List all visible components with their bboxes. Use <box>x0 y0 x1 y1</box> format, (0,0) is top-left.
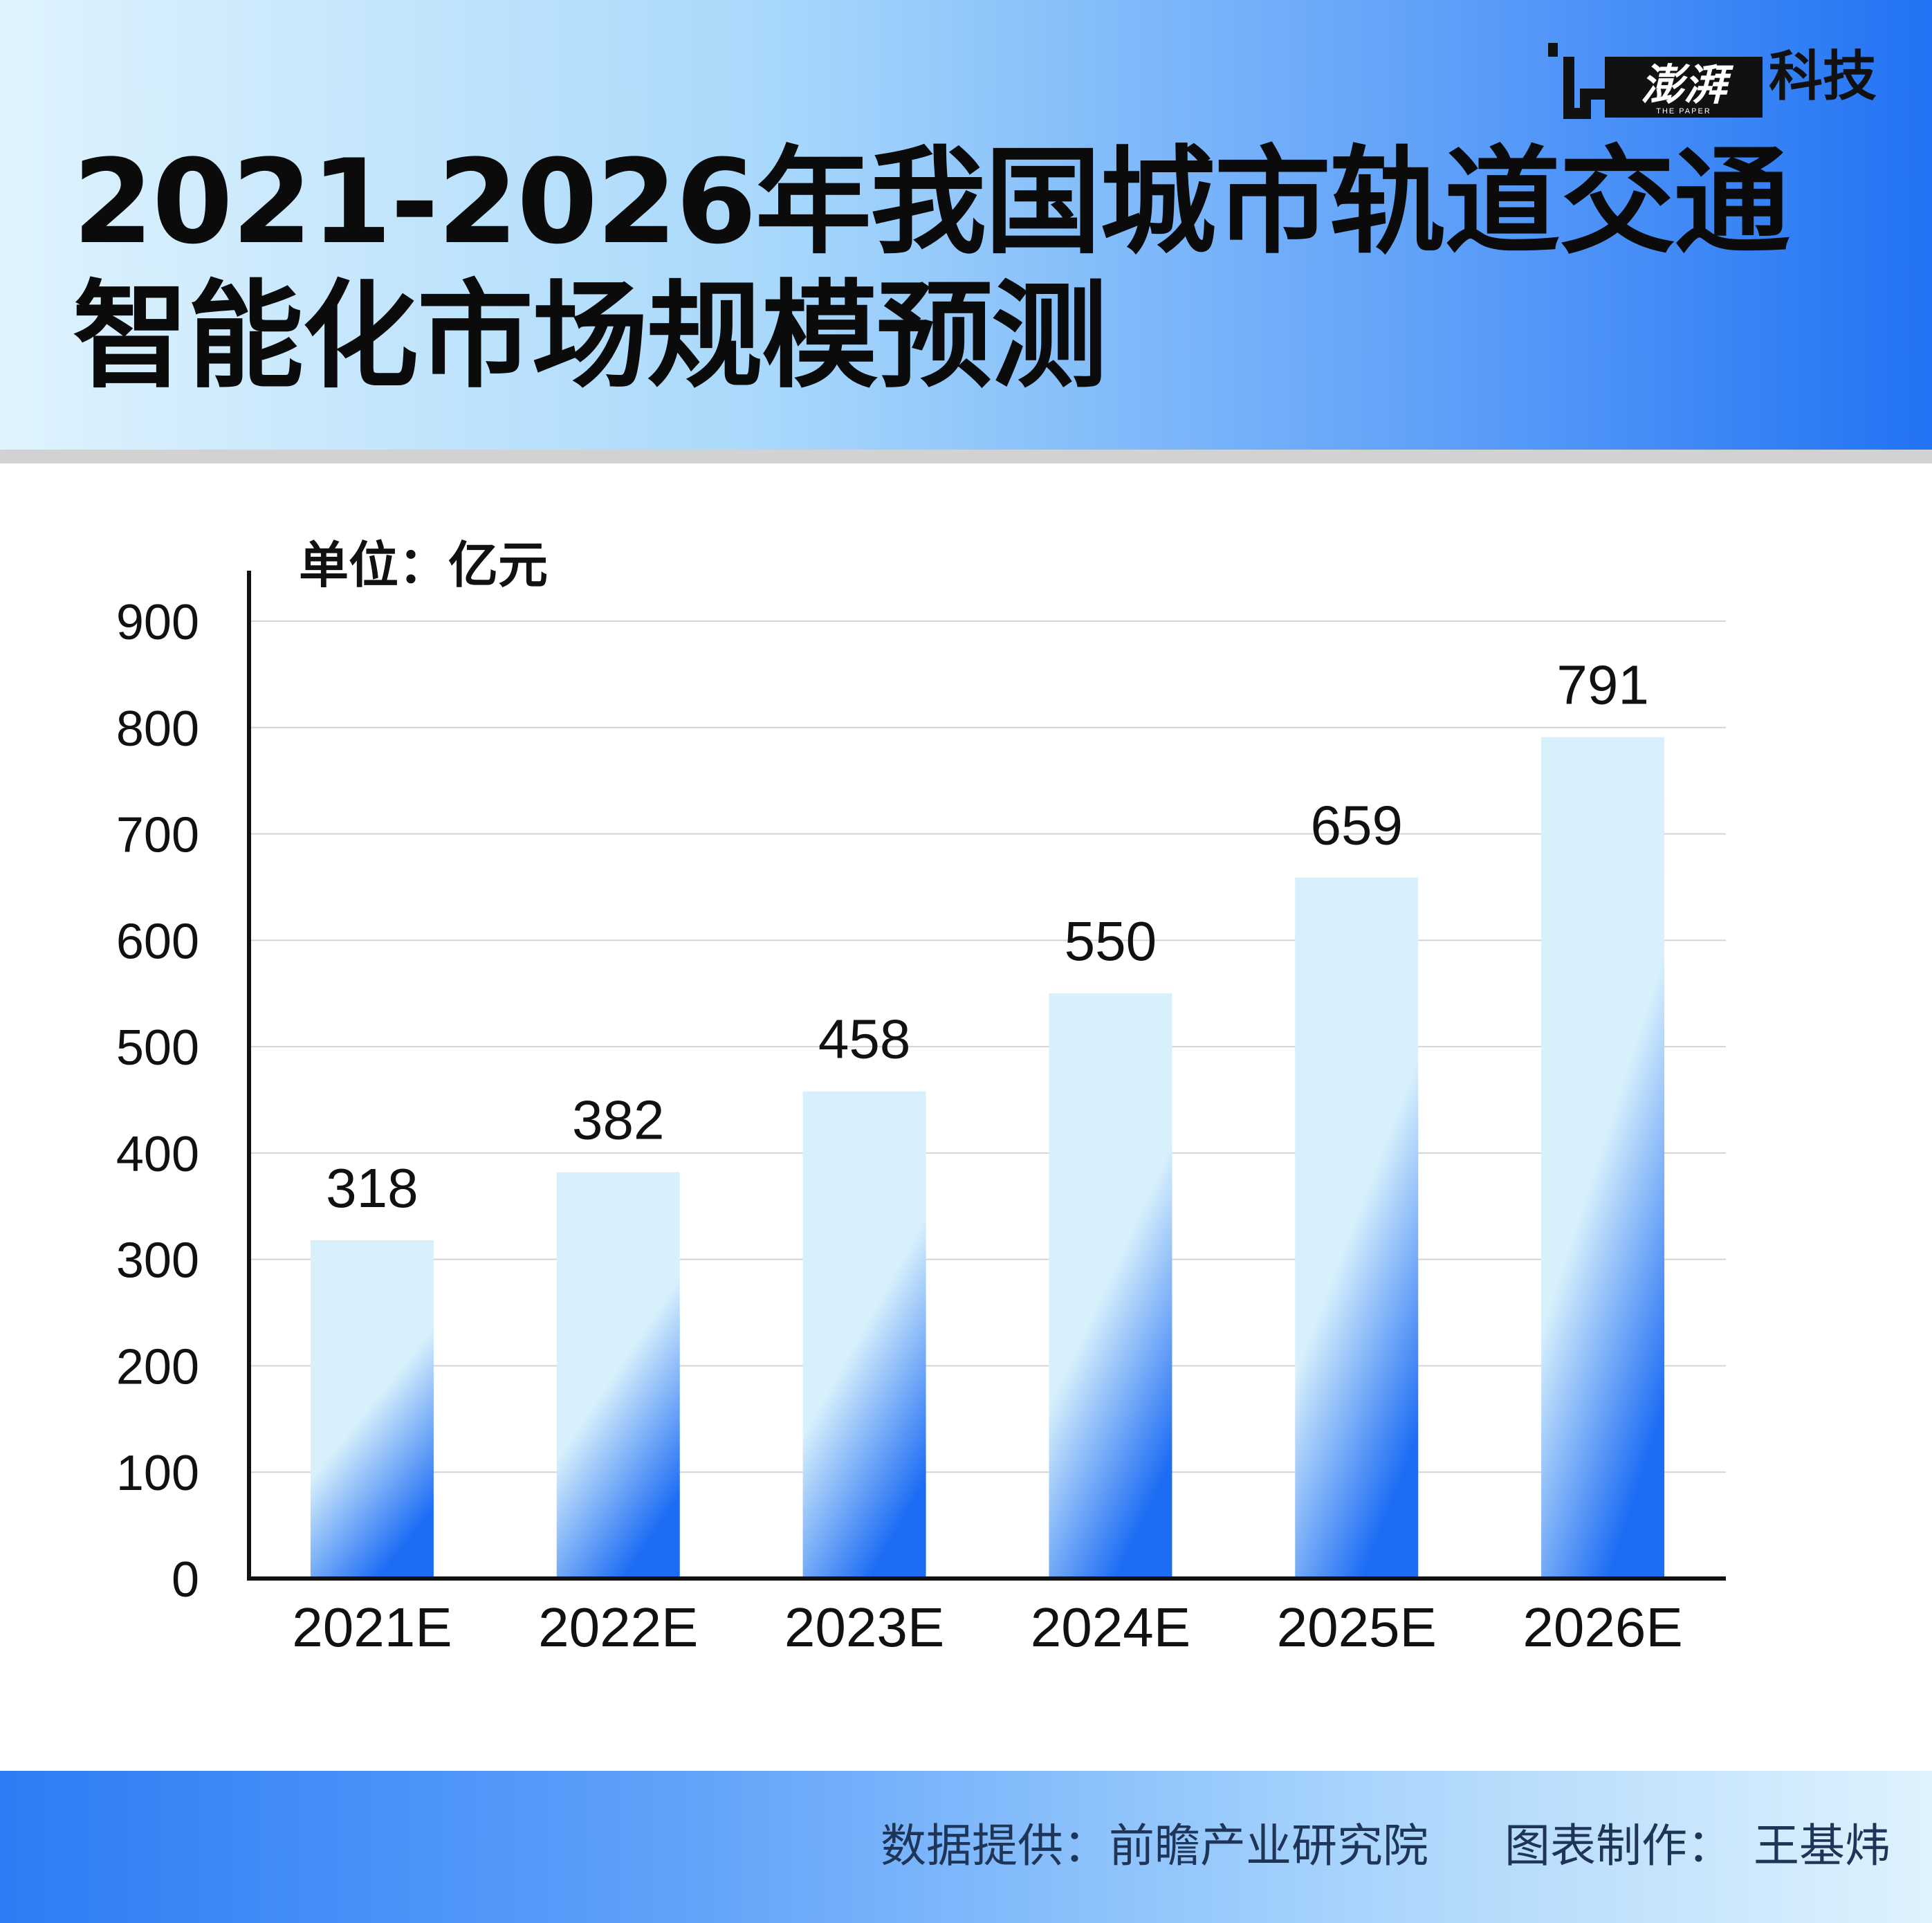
x-tick-labels: 2021E 2022E 2023E 2024E 2025E 2026E <box>292 1597 1682 1658</box>
y-tick-label: 300 <box>116 1233 199 1289</box>
the-paper-logo-icon: 澎湃 THE PAPER <box>1548 43 1763 119</box>
footer-maker-label: 图表制作： <box>1505 1819 1733 1873</box>
value-label: 382 <box>572 1089 664 1151</box>
chart-title-line-1: 2021-2026年我国城市轨道交通 <box>73 134 1790 270</box>
value-label: 791 <box>1556 654 1648 716</box>
x-tick-label: 2022E <box>538 1597 698 1658</box>
bar-2025E <box>1295 877 1419 1579</box>
brand-logo: 澎湃 THE PAPER 科技 <box>1548 40 1887 122</box>
x-tick-label: 2023E <box>784 1597 944 1658</box>
footer-source-label: 数据提供： <box>881 1819 1109 1873</box>
footer-banner: 数据提供：前瞻产业研究院 图表制作： 王基炜 <box>0 1771 1932 1923</box>
y-tick-label: 500 <box>116 1020 199 1076</box>
y-tick-label: 800 <box>116 701 199 757</box>
y-tick-label: 100 <box>116 1446 199 1501</box>
y-tick-label: 0 <box>172 1552 199 1608</box>
axes <box>247 571 1726 1581</box>
x-tick-label: 2021E <box>292 1597 452 1658</box>
y-tick-label: 600 <box>116 914 199 969</box>
bar-2024E <box>1049 993 1172 1579</box>
value-label: 458 <box>818 1009 910 1070</box>
footer-credits: 数据提供：前瞻产业研究院 图表制作： 王基炜 <box>881 1823 1890 1869</box>
footer-source: 前瞻产业研究院 <box>1109 1819 1428 1873</box>
chart-title-line-2: 智能化市场规模预测 <box>73 268 1107 404</box>
gridlines <box>249 620 1726 1473</box>
header-divider <box>0 450 1932 463</box>
bar-2021E <box>310 1240 434 1579</box>
bars <box>310 737 1665 1579</box>
y-tick-labels: 0 100 200 300 400 500 600 700 800 900 <box>116 595 199 1608</box>
y-tick-label: 700 <box>116 808 199 863</box>
y-tick-label: 200 <box>116 1339 199 1395</box>
value-label: 318 <box>326 1157 418 1219</box>
value-labels: 318 382 458 550 659 791 <box>326 654 1649 1219</box>
brand-name-text: 澎湃 <box>1641 59 1734 110</box>
x-tick-label: 2026E <box>1522 1597 1682 1658</box>
bar-2026E <box>1541 737 1665 1579</box>
value-label: 659 <box>1311 795 1403 856</box>
value-label: 550 <box>1065 910 1157 972</box>
brand-section: 科技 <box>1769 46 1877 108</box>
y-tick-label: 900 <box>116 595 199 650</box>
brand-sub-text: THE PAPER <box>1656 107 1711 116</box>
bar-2023E <box>802 1091 926 1579</box>
x-tick-label: 2025E <box>1277 1597 1437 1658</box>
unit-label: 单位：亿元 <box>299 536 548 594</box>
x-tick-label: 2024E <box>1031 1597 1190 1658</box>
footer-maker: 王基炜 <box>1754 1819 1890 1873</box>
bar-2022E <box>556 1172 680 1579</box>
y-tick-label: 400 <box>116 1127 199 1182</box>
